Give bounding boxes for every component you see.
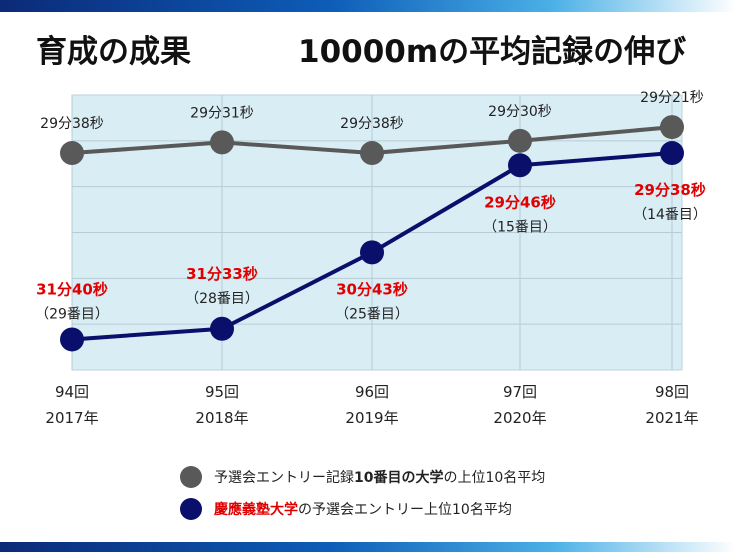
data-point-navy — [210, 316, 234, 341]
data-label-navy-rank: （15番目） — [483, 219, 557, 235]
data-point-gray — [210, 130, 234, 155]
data-label-gray: 29分38秒 — [40, 116, 104, 132]
data-label-navy-time: 31分40秒 — [36, 280, 108, 298]
data-label-navy-rank: （28番目） — [185, 291, 259, 307]
top-accent-band — [0, 0, 736, 12]
x-tick-label-round: 94回 — [55, 383, 89, 401]
legend-navy-marker — [180, 498, 202, 520]
data-point-gray — [60, 141, 84, 166]
data-label-navy-rank: （29番目） — [35, 306, 109, 322]
x-tick-label-year: 2020年 — [493, 409, 546, 427]
legend-navy-suffix: の予選会エントリー上位10名平均 — [298, 502, 512, 518]
data-point-navy — [360, 240, 384, 265]
x-tick-label-year: 2018年 — [195, 409, 248, 427]
data-label-navy-time: 30分43秒 — [336, 280, 408, 298]
legend-gray-suffix: の上位10名平均 — [443, 470, 546, 486]
data-label-navy-time: 29分38秒 — [634, 181, 706, 199]
legend-gray-marker — [180, 466, 202, 488]
legend-gray-bold: 10番目の大学 — [354, 470, 444, 486]
data-label-navy-time: 29分46秒 — [484, 193, 556, 211]
legend-navy-bold: 慶應義塾大学 — [214, 502, 298, 518]
x-tick-label-round: 95回 — [205, 383, 239, 401]
x-tick-label-year: 2017年 — [45, 409, 98, 427]
data-point-navy — [60, 327, 84, 352]
x-tick-label-round: 97回 — [503, 383, 537, 401]
x-tick-label-round: 98回 — [655, 383, 689, 401]
legend-gray-prefix: 予選会エントリー記録 — [214, 470, 354, 486]
page-title-right: 10000mの平均記録の伸び — [298, 34, 687, 70]
data-label-gray: 29分21秒 — [640, 90, 704, 106]
data-point-gray — [508, 128, 532, 153]
data-point-navy — [660, 141, 684, 166]
data-point-navy — [508, 153, 532, 178]
x-tick-label-year: 2021年 — [645, 409, 698, 427]
data-label-navy-rank: （25番目） — [335, 306, 409, 322]
legend-item-gray: 予選会エントリー記録 10番目の大学 の上位10名平均 — [180, 466, 545, 488]
data-point-gray — [360, 141, 384, 166]
data-label-gray: 29分38秒 — [340, 116, 404, 132]
data-point-gray — [660, 115, 684, 140]
data-label-gray: 29分31秒 — [190, 105, 254, 121]
bottom-accent-band — [0, 542, 736, 552]
x-tick-label-round: 96回 — [355, 383, 389, 401]
data-label-navy-rank: （14番目） — [633, 207, 707, 223]
data-label-navy-time: 31分33秒 — [186, 265, 258, 283]
legend-item-navy: 慶應義塾大学 の予選会エントリー上位10名平均 — [180, 498, 512, 520]
page-title-left: 育成の成果 — [36, 34, 191, 70]
data-label-gray: 29分30秒 — [488, 104, 552, 120]
x-tick-label-year: 2019年 — [345, 409, 398, 427]
